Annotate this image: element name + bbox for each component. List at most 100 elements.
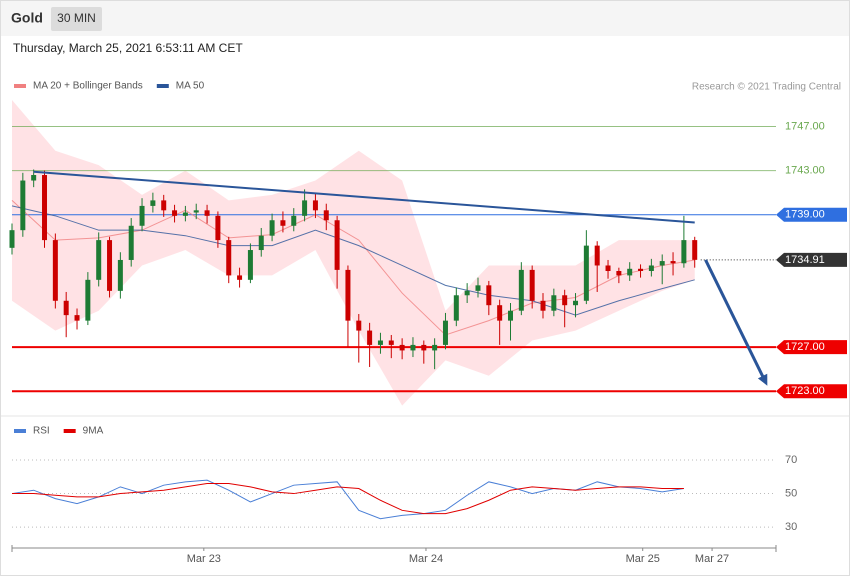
candle-body [9,230,15,248]
header-bar [1,1,849,36]
bollinger-band [12,100,695,406]
x-tick-label: Mar 25 [626,553,660,565]
candle-body [540,300,546,311]
candle-body [377,340,383,345]
candle-body [573,300,579,306]
candle-body [237,275,243,280]
trendline [33,170,695,224]
candle-body [42,175,48,241]
candle-body [681,240,687,264]
candle-body [551,295,557,311]
legend-swatch [14,429,26,433]
candle-body [648,265,654,271]
candle-body [529,269,535,301]
level-label: 1747.00 [785,120,825,132]
candle-body [583,245,589,301]
candle-body [605,265,611,271]
candle-body [659,261,665,266]
candle-body [518,269,524,311]
candle-body [107,240,113,291]
forecast-arrow [704,259,767,382]
candle-body [63,300,69,316]
candle-body [692,240,698,260]
candle-body [432,344,438,351]
level-label: 1723.00 [785,385,825,397]
candle-body [161,200,167,211]
candle-body [302,200,308,216]
legend-label: MA 20 + Bollinger Bands [33,81,143,92]
candle-body [453,295,459,321]
ma-line [11,200,695,336]
candle-body [215,215,221,241]
interval[interactable]: 30 MIN [57,11,96,25]
candle-body [182,212,188,216]
candle-body [356,320,362,331]
y-tick-label: 70 [785,454,797,466]
candle-body [172,210,178,216]
candle-body [117,259,123,291]
y-tick-label: 50 [785,487,797,499]
candle-body [421,344,427,351]
candle-body [367,330,373,345]
candle-body [323,210,329,221]
x-tick-label: Mar 24 [409,553,443,565]
candle-body [410,344,416,351]
candle-body [616,270,622,276]
candle-body [247,250,253,280]
candle-body [193,210,199,213]
interval-badge[interactable] [51,7,102,31]
legend-label: RSI [33,426,50,437]
x-tick-label: Mar 27 [695,553,729,565]
candle-body [507,310,513,321]
last-price-tag [776,252,847,267]
ma-line [11,205,695,316]
candle-body [74,315,80,321]
timestamp: Thursday, March 25, 2021 6:53:11 AM CET [13,41,243,55]
candle-body [627,268,633,276]
candle-body [226,240,232,276]
candle-body [562,295,568,306]
instrument: Gold [11,10,43,26]
candle-body [388,340,394,345]
candle-body [20,180,26,231]
last-price-label: 1734.91 [785,254,825,266]
level-tag [776,384,847,399]
legend-label: 9MA [83,426,104,437]
candle-body [334,220,340,270]
level-label: 1727.00 [785,341,825,353]
candle-body [85,279,91,321]
candle-body [638,268,644,271]
candle-body [497,305,503,321]
candle-body [312,200,318,211]
level-tag [776,207,847,222]
candle-body [269,220,275,236]
candle-body [399,344,405,351]
candle-body [475,285,481,291]
candle-body [52,240,58,301]
candle-body [345,269,351,321]
legend-swatch [14,84,26,88]
candle-body [291,215,297,226]
candle-body [280,220,286,226]
arrow-head [757,373,768,386]
level-label: 1743.00 [785,165,825,177]
level-label: 1739.00 [785,209,825,221]
x-tick-label: Mar 23 [187,553,221,565]
legend-swatch [156,84,169,88]
candle-body [464,290,470,296]
candle-body [442,320,448,345]
legend-label: MA 50 [176,81,205,92]
credit: Research © 2021 Trading Central [692,82,841,93]
candle-body [96,240,102,280]
candle-body [150,200,156,206]
candle-body [594,245,600,266]
candle-body [670,261,676,264]
candle-body [204,210,210,216]
candle-body [128,225,134,260]
indicator-line [12,483,684,515]
legend-swatch [63,429,76,433]
level-tag [776,340,847,355]
candle-body [139,205,145,226]
